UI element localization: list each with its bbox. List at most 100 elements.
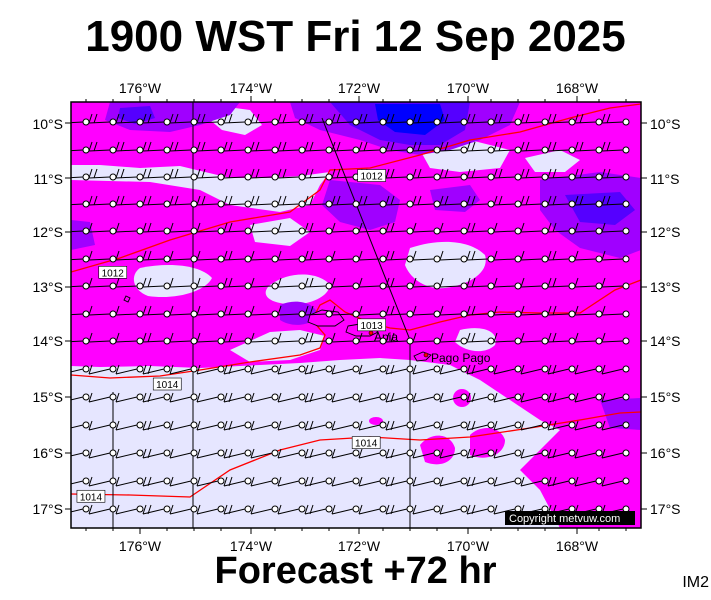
wind-barb (385, 222, 414, 235)
wind-barb (520, 448, 549, 459)
wind-barb (142, 250, 171, 263)
wind-barb (385, 476, 414, 487)
wind-barb (385, 364, 414, 375)
wind-barb (493, 476, 522, 487)
wind-barb (71, 449, 90, 457)
wind-barb (169, 250, 198, 263)
wind-barb (358, 420, 387, 431)
wind-barb (466, 332, 495, 345)
wind-barb (142, 420, 171, 431)
lon-label-bottom: 172°W (338, 538, 381, 554)
wind-barb (466, 277, 495, 290)
wind-barb (439, 476, 468, 487)
wind-barb (304, 168, 333, 181)
pago-pago-marker (423, 352, 429, 358)
lat-label-left: 12°S (32, 224, 63, 240)
wind-barb (142, 364, 171, 375)
wind-barb (250, 113, 279, 126)
wind-barb (88, 113, 117, 126)
wind-barb (412, 222, 441, 235)
wind-barb (88, 332, 117, 345)
place-label-pago-pago: Pago Pago (431, 351, 491, 365)
wind-barb (439, 250, 468, 263)
wind-barb (304, 195, 333, 208)
isobar-label-box (351, 436, 381, 449)
wind-barb (412, 277, 441, 290)
wind-barb (358, 504, 387, 515)
wind-barb (493, 364, 522, 375)
wind-barb (358, 195, 387, 208)
wind-barb (169, 277, 198, 290)
wind-barb (493, 195, 522, 208)
lon-label-top: 176°W (119, 80, 162, 96)
lon-label-top: 174°W (230, 80, 273, 96)
lat-label-left: 17°S (32, 501, 63, 517)
wind-barbs (71, 113, 630, 515)
isobar-label: 1014 (156, 380, 179, 391)
wind-barb (493, 420, 522, 431)
lat-label-right: 14°S (650, 333, 681, 349)
place-markers: Apia Pago Pago (368, 330, 491, 365)
wind-barb (88, 141, 117, 154)
wind-barb (358, 448, 387, 459)
wind-barb (385, 141, 414, 154)
wind-barb (142, 168, 171, 181)
wind-barb (277, 168, 306, 181)
wind-barb (547, 250, 576, 263)
wind-barb (115, 420, 144, 431)
wind-barb (547, 168, 576, 181)
lat-label-right: 13°S (650, 279, 681, 295)
wind-barb (439, 364, 468, 375)
wind-barb (493, 141, 522, 154)
wind-barb (439, 113, 468, 126)
wind-barb (277, 141, 306, 154)
wind-barb (574, 277, 603, 290)
wind-barb (520, 364, 549, 375)
isobar-labels: 1012 1012 1013 1014 1014 1014 (76, 169, 386, 503)
isobar-label: 1014 (355, 439, 378, 450)
wind-barb (115, 476, 144, 487)
lon-label-bottom: 168°W (556, 538, 599, 554)
wind-barb (196, 305, 225, 318)
wind-barb (493, 277, 522, 290)
wind-barb (547, 448, 576, 459)
wind-barb (547, 364, 576, 375)
wind-barb (520, 305, 549, 318)
wind-barb (71, 365, 90, 373)
wind-barb (358, 113, 387, 126)
wind-barb (223, 392, 252, 403)
wind-barb (304, 392, 333, 403)
wind-barb (574, 448, 603, 459)
wind-barb (439, 420, 468, 431)
wind-barb (601, 420, 630, 431)
copyright-box (505, 511, 635, 525)
wind-barb (439, 448, 468, 459)
wind-barb (142, 195, 171, 208)
wind-barb (115, 332, 144, 345)
wind-barb (115, 277, 144, 290)
wind-barb (547, 420, 576, 431)
wind-barb (277, 332, 306, 345)
wind-barb (277, 305, 306, 318)
wind-barb (250, 420, 279, 431)
image-code: IM2 (682, 574, 709, 591)
wind-barb (250, 476, 279, 487)
wind-barb (385, 448, 414, 459)
wind-barb (169, 420, 198, 431)
wind-barb (385, 195, 414, 208)
wind-barb (574, 420, 603, 431)
wind-barb (142, 332, 171, 345)
lat-label-left: 13°S (32, 279, 63, 295)
wind-barb (412, 113, 441, 126)
wind-barb (547, 476, 576, 487)
lat-label-left: 11°S (34, 171, 63, 187)
wind-barb (331, 392, 360, 403)
wind-barb (331, 277, 360, 290)
wind-barb (88, 420, 117, 431)
wind-barb (169, 448, 198, 459)
wind-barb (277, 195, 306, 208)
wind-barb (88, 392, 117, 403)
wind-barb (493, 448, 522, 459)
wind-barb (169, 195, 198, 208)
wind-barb (223, 420, 252, 431)
